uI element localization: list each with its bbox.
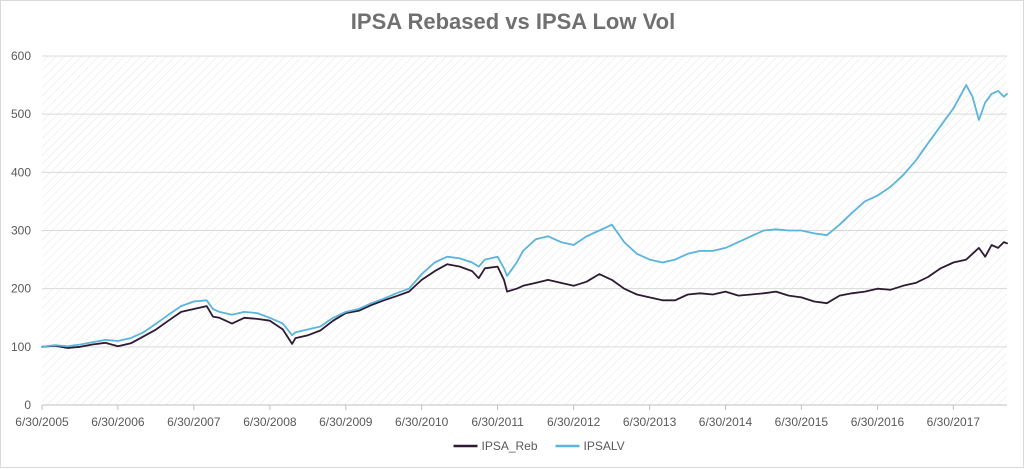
y-tick-label: 600 [11, 49, 31, 63]
x-tick-label: 6/30/2011 [471, 415, 524, 429]
x-tick-label: 6/30/2009 [319, 415, 373, 429]
y-tick-label: 200 [11, 282, 31, 296]
x-tick-label: 6/30/2007 [167, 415, 221, 429]
x-tick-label: 6/30/2014 [699, 415, 753, 429]
series-line-ipsa-reb [41, 241, 1008, 349]
x-tick-label: 6/30/2016 [851, 415, 905, 429]
x-tick-label: 6/30/2012 [547, 415, 601, 429]
legend-item: IPSALV [555, 439, 625, 453]
series-lines [41, 84, 1008, 349]
y-axis: 0 100 200 300 400 500 600 [11, 49, 31, 412]
series-line-ipsalv [41, 84, 1008, 348]
legend-item: IPSA_Reb [453, 439, 538, 453]
y-tick-label: 300 [11, 224, 31, 238]
x-tick-label: 6/30/2017 [927, 415, 981, 429]
x-tick-label: 6/30/2005 [15, 415, 69, 429]
chart-title: IPSA Rebased vs IPSA Low Vol [350, 9, 676, 34]
legend: IPSA_Reb IPSALV [453, 439, 625, 453]
legend-label: IPSA_Reb [482, 439, 538, 453]
y-tick-label: 100 [11, 340, 31, 354]
x-tick-label: 6/30/2006 [91, 415, 145, 429]
x-axis: 6/30/2005 6/30/2006 6/30/2007 6/30/2008 6/30… [15, 404, 1007, 429]
y-tick-label: 500 [11, 107, 31, 121]
y-tick-label: 0 [24, 398, 31, 412]
legend-label: IPSALV [584, 439, 625, 453]
x-tick-label: 6/30/2013 [623, 415, 677, 429]
y-tick-label: 400 [11, 165, 31, 179]
x-tick-label: 6/30/2015 [775, 415, 829, 429]
x-tick-label: 6/30/2008 [243, 415, 297, 429]
x-tick-label: 6/30/2010 [395, 415, 449, 429]
